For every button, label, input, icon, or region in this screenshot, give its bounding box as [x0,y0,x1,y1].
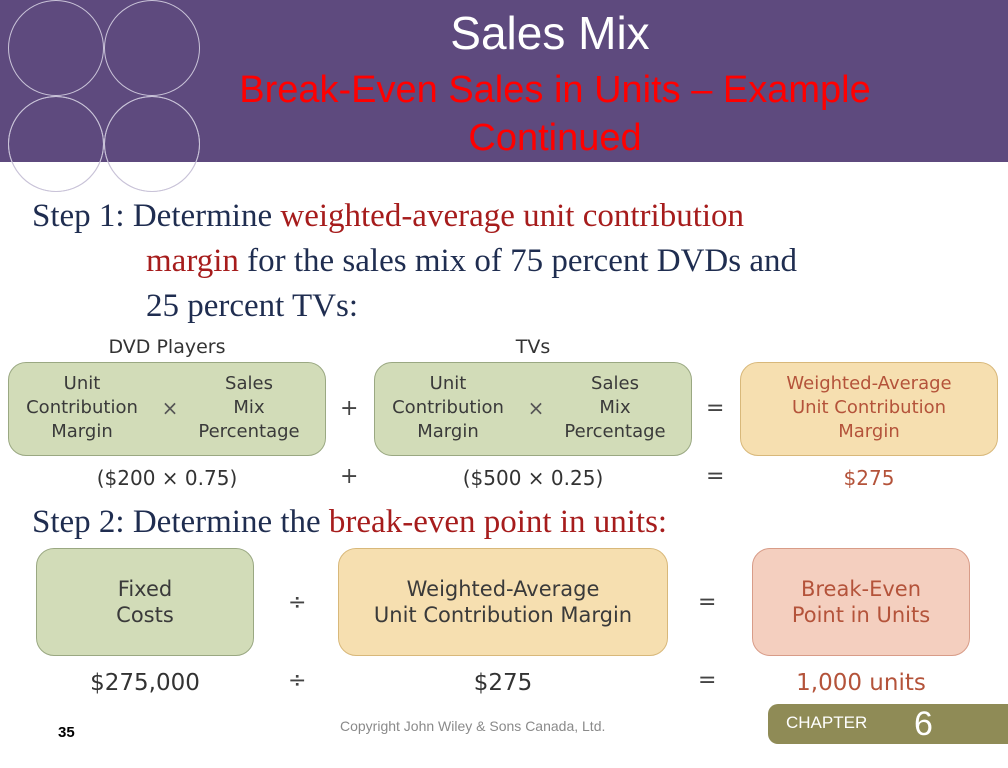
step1-line2-highlight: margin [146,243,239,279]
times-sign: × [161,396,179,420]
text-line: Fixed [117,577,173,601]
break-even-result-box: Break-Even Point in Units [752,548,970,656]
copyright-text: Copyright John Wiley & Sons Canada, Ltd. [340,718,606,734]
text-line: Sales [225,373,273,394]
decorative-circle [104,96,200,192]
dvd-value: ($200 × 0.75) [96,466,238,490]
weighted-average-value: $275 [843,466,895,490]
fixed-costs-text: Fixed Costs [37,576,253,628]
decorative-circle [8,0,104,96]
decorative-circle [104,0,200,96]
dvd-players-label: DVD Players [108,336,226,358]
break-even-text: Break-Even Point in Units [753,576,969,628]
plus-sign: + [340,464,359,489]
equals-sign: = [698,590,717,615]
fixed-costs-box: Fixed Costs [36,548,254,656]
weighted-average-ucm-value: $275 [473,670,533,696]
plus-sign: + [340,396,359,421]
weighted-average-result-box: Weighted-Average Unit Contribution Margi… [740,362,998,456]
text-line: Percentage [198,421,300,442]
subtitle-line-1: Break-Even Sales in Units – Example [239,69,871,111]
step1-prefix: Step 1: Determine [32,198,281,234]
tv-formula-box: Unit Contribution Margin × Sales Mix Per… [374,362,692,456]
text-line: Costs [116,603,174,627]
decorative-circle [8,96,104,192]
text-line: Unit [63,373,101,394]
dvd-formula-box: Unit Contribution Margin × Sales Mix Per… [8,362,326,456]
fixed-costs-value: $275,000 [90,670,200,696]
text-line: Contribution [392,397,504,418]
chapter-tab: CHAPTER 6 [768,704,1008,744]
slide-subtitle: Break-Even Sales in Units – Example Cont… [190,66,920,162]
subtitle-line-2: Continued [468,117,642,159]
text-line: Unit Contribution Margin [373,603,633,627]
step1-highlight: weighted-average unit contribution [280,198,745,234]
text-line: Mix [233,397,265,418]
break-even-value: 1,000 units [796,670,926,696]
divide-sign: ÷ [288,668,307,693]
weighted-average-text: Weighted-Average Unit Contribution Margi… [741,372,997,444]
tvs-label: TVs [515,336,551,358]
page-number: 35 [58,724,75,741]
step2-prefix: Step 2: Determine the [32,504,329,540]
text-line: Contribution [26,397,138,418]
step2-highlight: break-even point in units: [328,504,668,540]
unit-contribution-margin-text: Unit Contribution Margin [381,372,515,444]
tv-value: ($500 × 0.25) [462,466,604,490]
text-line: Margin [51,421,113,442]
equals-sign: = [706,464,725,489]
unit-contribution-margin-text: Unit Contribution Margin [15,372,149,444]
sales-mix-percentage-text: Sales Mix Percentage [555,372,675,444]
text-line: Sales [591,373,639,394]
divide-sign: ÷ [288,590,307,615]
chapter-number: 6 [914,705,933,743]
text-line: Mix [599,397,631,418]
step1-line2-rest: for the sales mix of 75 percent DVDs and [238,243,797,279]
equals-sign: = [698,668,717,693]
sales-mix-percentage-text: Sales Mix Percentage [189,372,309,444]
step1-line-1: Step 1: Determine weighted-average unit … [32,198,744,235]
text-line: Break-Even [800,577,922,601]
text-line: Percentage [564,421,666,442]
text-line: Margin [417,421,479,442]
slide-title: Sales Mix [450,7,650,59]
text-line: Unit Contribution [791,397,947,418]
text-line: Weighted-Average [406,577,600,601]
step2-line: Step 2: Determine the break-even point i… [32,504,667,541]
equals-sign: = [706,396,725,421]
weighted-average-ucm-box: Weighted-Average Unit Contribution Margi… [338,548,668,656]
text-line: Weighted-Average [786,373,952,394]
times-sign: × [527,396,545,420]
text-line: Margin [838,421,900,442]
weighted-average-ucm-text: Weighted-Average Unit Contribution Margi… [339,576,667,628]
step1-line-2: margin for the sales mix of 75 percent D… [146,243,797,280]
text-line: Unit [429,373,467,394]
step1-line-3: 25 percent TVs: [146,288,359,324]
text-line: Point in Units [791,603,931,627]
chapter-label: CHAPTER [786,713,868,732]
